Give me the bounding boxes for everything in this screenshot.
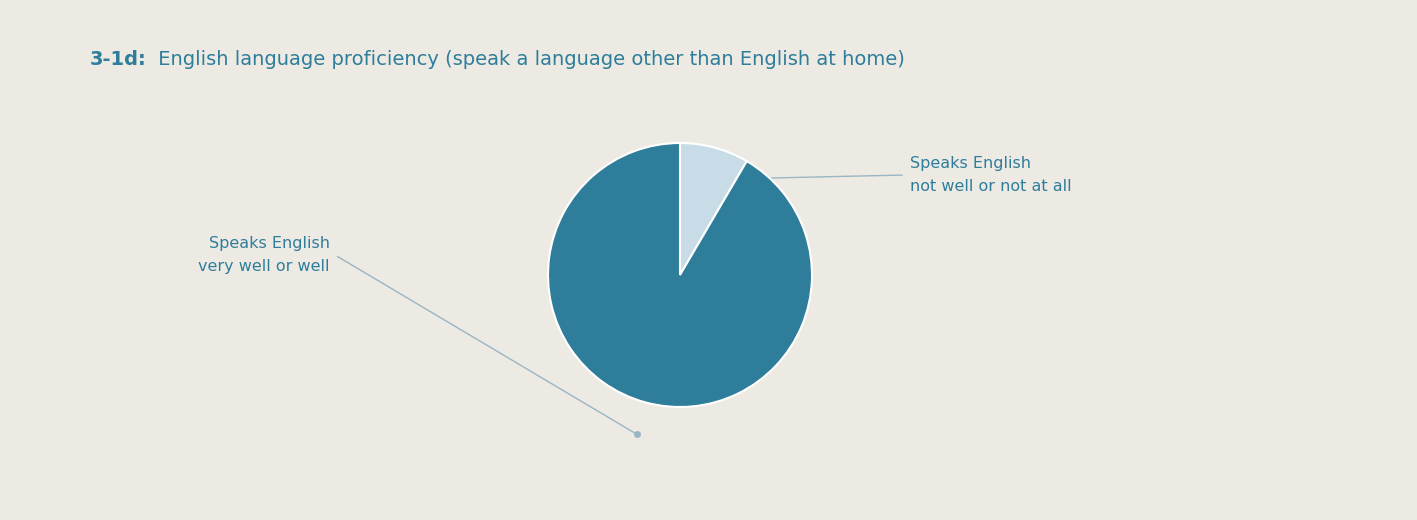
Text: Speaks English
not well or not at all: Speaks English not well or not at all bbox=[910, 157, 1071, 193]
Text: English language proficiency (speak a language other than English at home): English language proficiency (speak a la… bbox=[152, 50, 905, 69]
Text: 3-1d:: 3-1d: bbox=[91, 50, 147, 69]
Wedge shape bbox=[548, 143, 812, 407]
Text: n=2,516: n=2,516 bbox=[623, 347, 693, 362]
Text: n=232: n=232 bbox=[679, 167, 730, 183]
Text: Speaks English
very well or well: Speaks English very well or well bbox=[198, 237, 330, 274]
Wedge shape bbox=[680, 143, 747, 275]
